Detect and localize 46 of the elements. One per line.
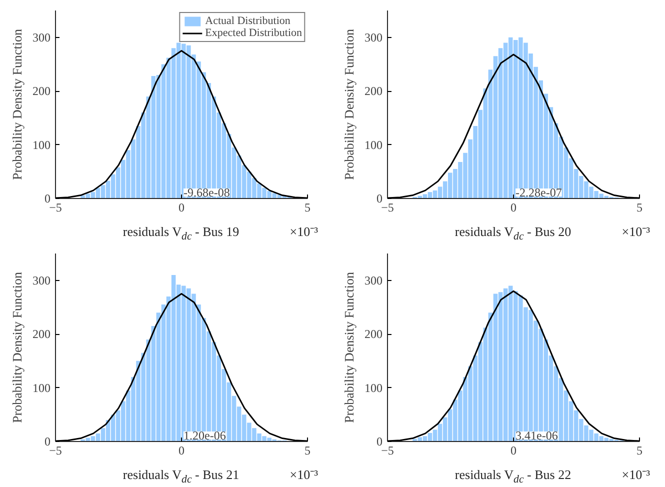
- text: ×10⁻³: [290, 466, 318, 484]
- annotation: -9.68e-08: [184, 186, 230, 200]
- x-tick-label: −5: [381, 444, 394, 458]
- y-tick-label: 300: [364, 30, 382, 44]
- y-axis-title: Probability Density Function: [10, 28, 24, 180]
- x-axis-title: residuals V$_{dc}$ - Bus 22: [454, 467, 572, 486]
- y-axis-title: Probability Density Function: [342, 272, 356, 423]
- x-tick-label: 5: [636, 444, 642, 458]
- x-axis-title: residuals V$_{dc}$ - Bus 20: [454, 224, 572, 243]
- y-tick-label: 0: [376, 434, 382, 448]
- text: ×10⁻³: [622, 223, 650, 241]
- x-axis-title: residuals V$_{dc}$ - Bus 19: [122, 224, 240, 243]
- y-tick-label: 200: [32, 327, 50, 342]
- y-tick-label: 100: [32, 138, 50, 152]
- x-tick-label: 0: [510, 200, 516, 214]
- annotation: -2.28e-07: [516, 186, 562, 200]
- x-tick-label: −5: [49, 200, 62, 214]
- y-tick-label: 0: [44, 434, 50, 448]
- y-tick-label: 300: [32, 273, 50, 288]
- y-tick-label: 200: [32, 84, 50, 98]
- text: ×10⁻³: [290, 223, 318, 241]
- annotation: 1.20e-06: [184, 428, 226, 442]
- y-tick-label: 200: [364, 84, 382, 98]
- y-tick-label: 0: [44, 192, 50, 206]
- y-axis-title: Probability Density Function: [342, 28, 356, 180]
- y-tick-label: 300: [364, 273, 382, 288]
- x-tick-label: −5: [381, 200, 394, 214]
- legend-label: Actual Distribution: [205, 15, 290, 27]
- y-tick-label: 100: [364, 138, 382, 152]
- x-tick-label: 0: [510, 444, 516, 458]
- annotation: 3.41e-06: [516, 428, 558, 442]
- x-tick-label: 5: [636, 200, 642, 214]
- x-tick-label: 0: [178, 200, 184, 214]
- x-tick-label: 0: [178, 444, 184, 458]
- x-tick-label: 5: [304, 200, 310, 214]
- y-axis-title: Probability Density Function: [10, 272, 24, 423]
- legend-label: Expected Distribution: [205, 27, 302, 39]
- x-tick-label: 5: [304, 444, 310, 458]
- y-tick-label: 300: [32, 30, 50, 44]
- x-axis-title: residuals V$_{dc}$ - Bus 21: [122, 467, 240, 486]
- y-tick-label: 200: [364, 327, 382, 342]
- y-tick-label: 0: [376, 192, 382, 206]
- text: ×10⁻³: [622, 466, 650, 484]
- y-tick-label: 100: [364, 380, 382, 395]
- x-tick-label: −5: [49, 444, 62, 458]
- y-tick-label: 100: [32, 380, 50, 395]
